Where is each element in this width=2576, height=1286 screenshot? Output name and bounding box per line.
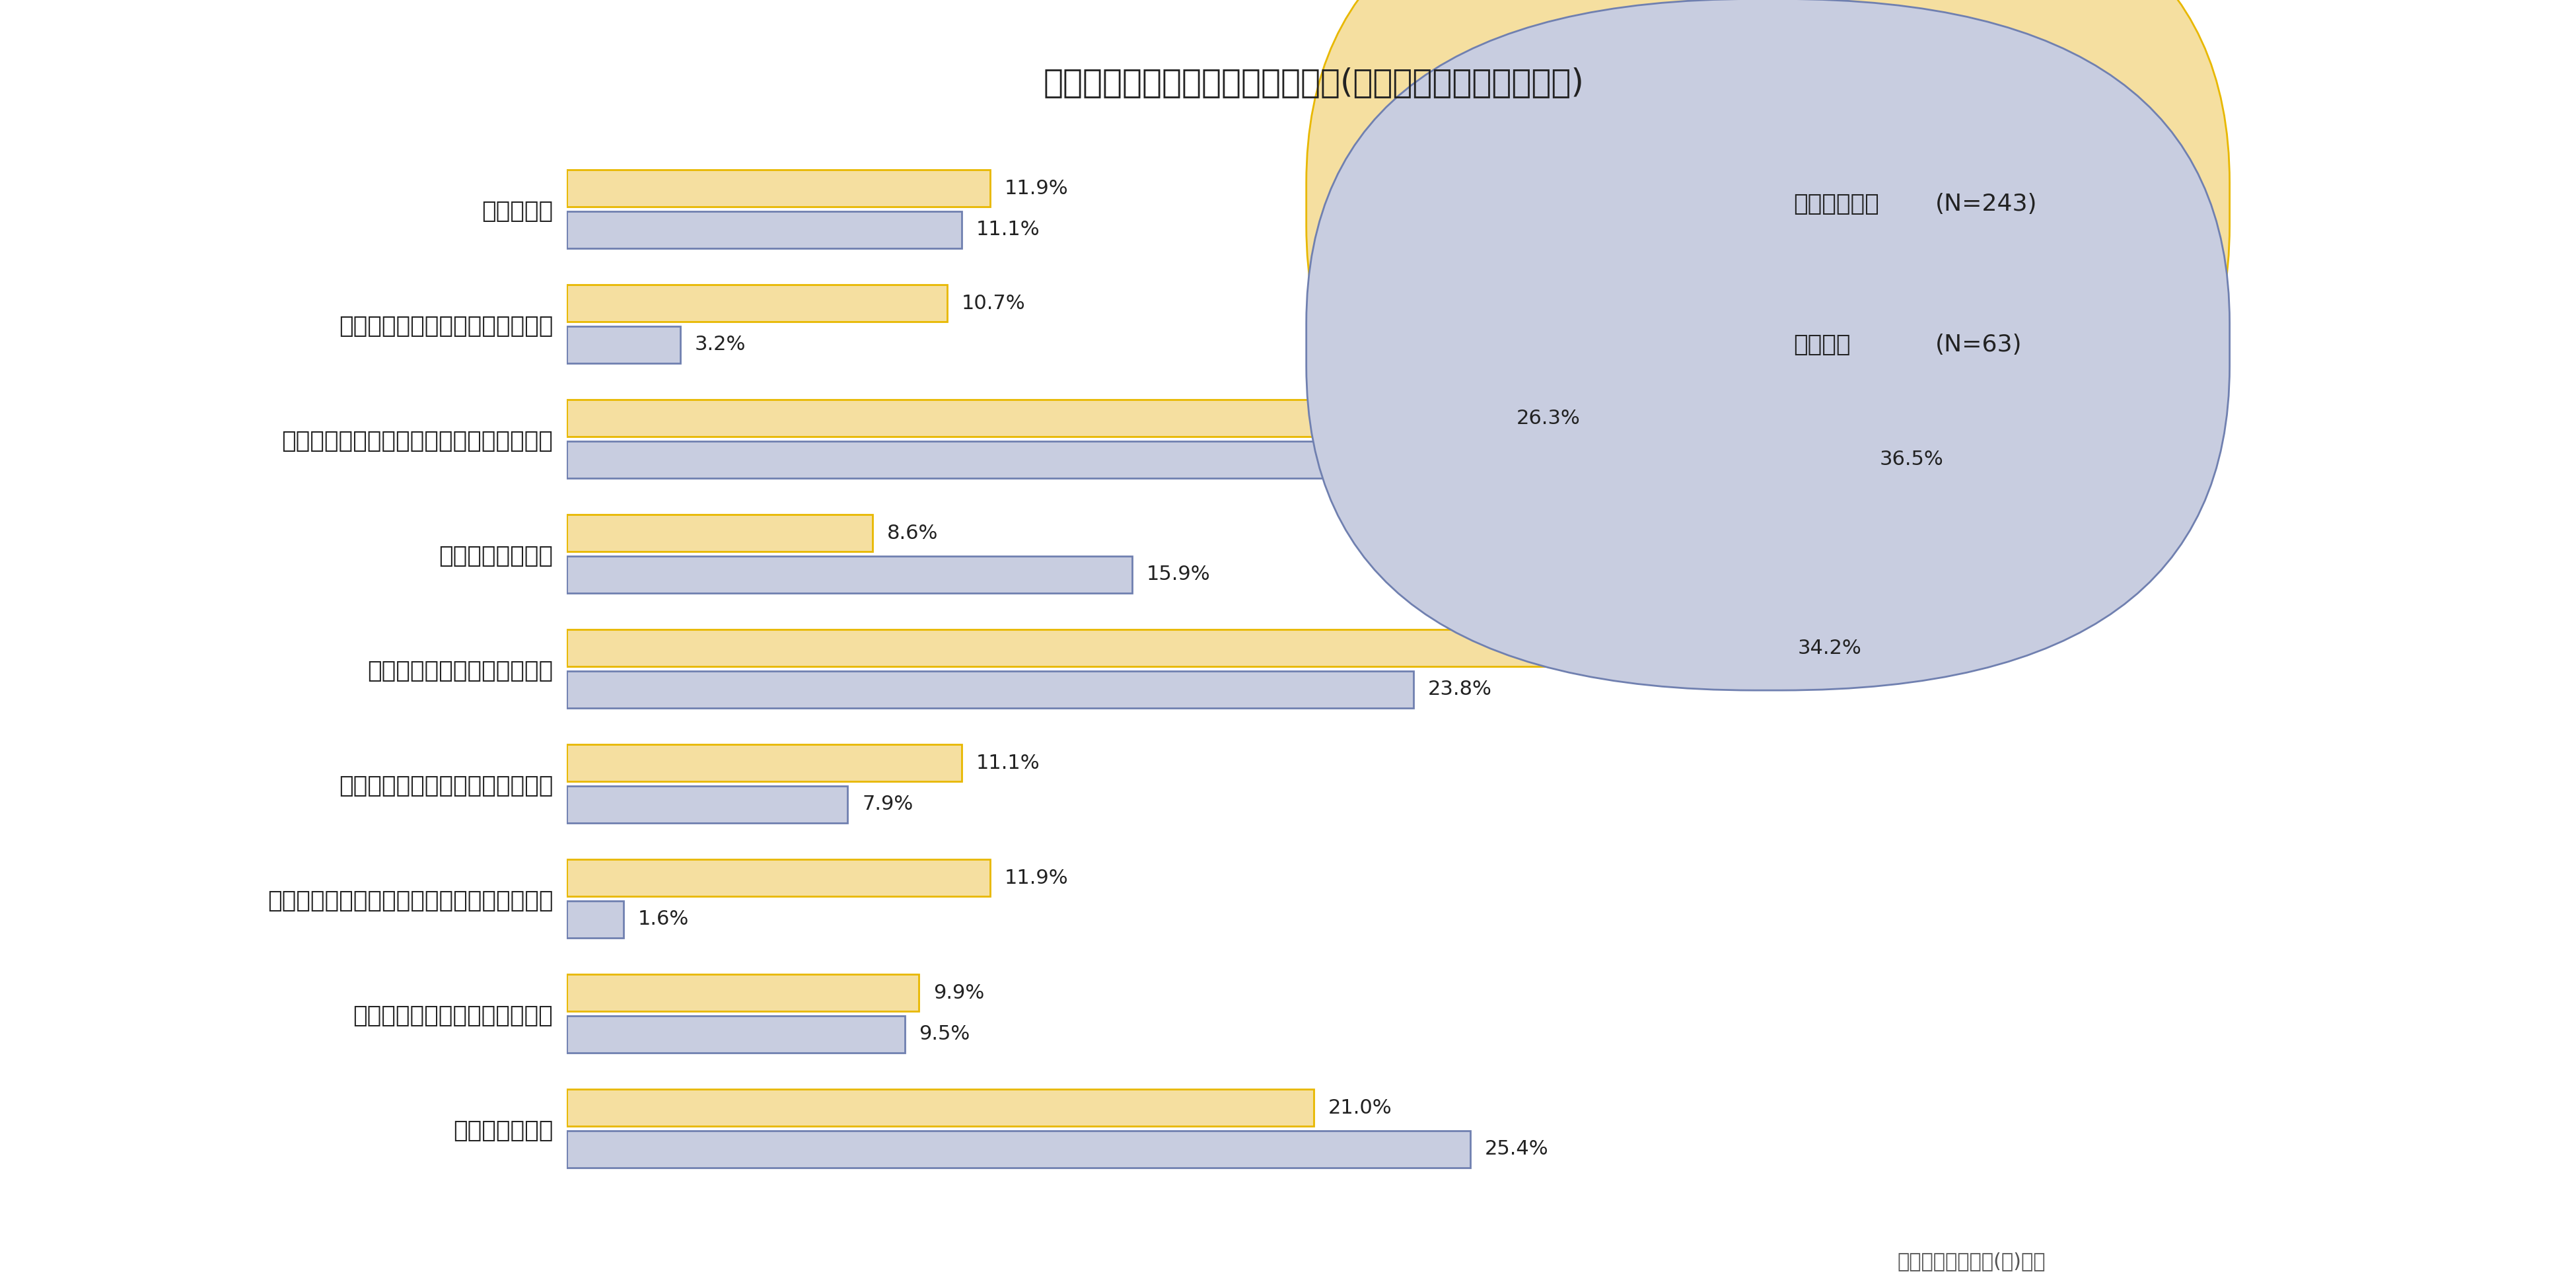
Text: 8.6%: 8.6%	[886, 523, 938, 543]
Bar	[567, 556, 1133, 593]
Bar	[567, 285, 948, 322]
Text: 現場仕事: 現場仕事	[1793, 333, 1850, 356]
FancyBboxPatch shape	[1306, 0, 2231, 550]
Bar	[567, 786, 848, 823]
Text: 25.4%: 25.4%	[1484, 1139, 1548, 1159]
Text: (N=243): (N=243)	[1935, 193, 2038, 216]
Text: 34.2%: 34.2%	[1798, 638, 1862, 657]
Text: 11.1%: 11.1%	[976, 754, 1041, 773]
Text: 26.3%: 26.3%	[1517, 409, 1582, 428]
Bar	[567, 211, 961, 248]
Title: 腰の痛みや悩みに対する対処方法(デスクワーク・現場仕事): 腰の痛みや悩みに対する対処方法(デスクワーク・現場仕事)	[1043, 67, 1584, 99]
Bar	[567, 170, 989, 207]
Bar	[567, 1130, 1471, 1168]
Text: 7.9%: 7.9%	[863, 795, 912, 814]
Text: 3.2%: 3.2%	[696, 336, 747, 354]
Text: 21.0%: 21.0%	[1329, 1098, 1391, 1118]
Text: 9.9%: 9.9%	[933, 984, 984, 1002]
Text: 11.9%: 11.9%	[1005, 179, 1069, 198]
Bar	[567, 859, 989, 896]
Text: (N=63): (N=63)	[1935, 333, 2022, 356]
Bar	[567, 327, 680, 363]
Text: 11.1%: 11.1%	[976, 220, 1041, 239]
Text: 36.5%: 36.5%	[1880, 450, 1942, 469]
Text: 10.7%: 10.7%	[961, 293, 1025, 312]
Bar	[567, 745, 961, 782]
Bar	[567, 901, 623, 937]
Bar	[567, 1016, 904, 1052]
Text: デスクワーク: デスクワーク	[1793, 193, 1878, 216]
Bar	[567, 441, 1865, 478]
Bar	[567, 514, 873, 552]
FancyBboxPatch shape	[1306, 0, 2231, 691]
Bar	[567, 630, 1783, 666]
Text: 9.5%: 9.5%	[920, 1025, 971, 1044]
Text: 15.9%: 15.9%	[1146, 565, 1211, 584]
Text: 23.8%: 23.8%	[1427, 680, 1492, 700]
Text: 1.6%: 1.6%	[639, 909, 688, 928]
Bar	[567, 1089, 1314, 1127]
Text: 11.9%: 11.9%	[1005, 868, 1069, 887]
Bar	[567, 671, 1414, 707]
Bar	[567, 400, 1502, 436]
Text: 日本シグマックス(株)調べ: 日本シグマックス(株)調べ	[1899, 1253, 2045, 1271]
Bar	[567, 975, 920, 1011]
